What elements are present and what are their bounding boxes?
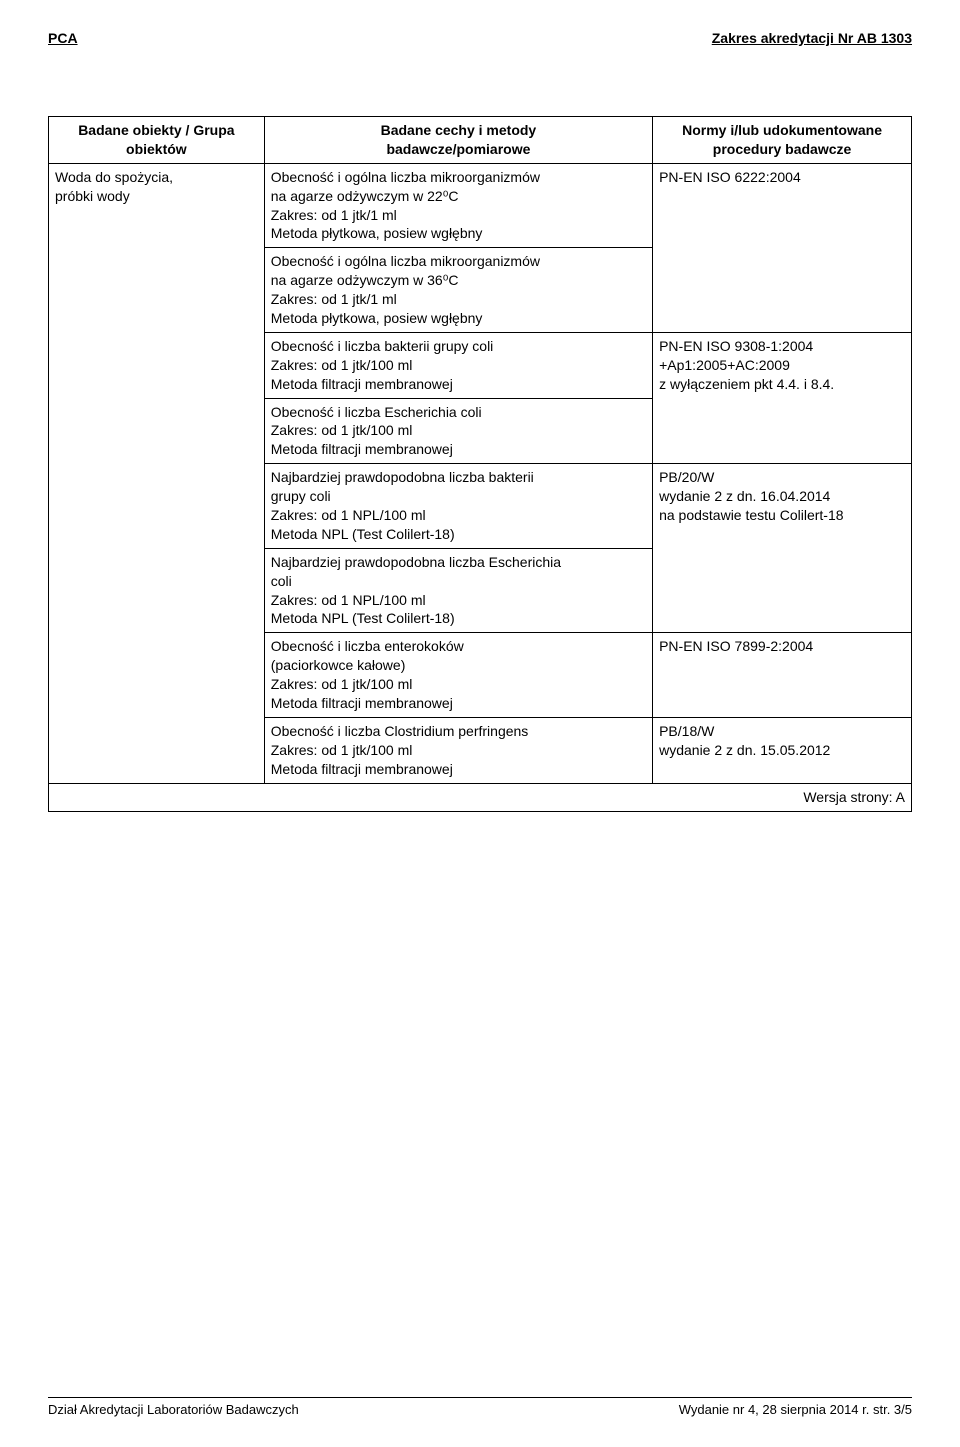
norm-cell: PB/18/W wydanie 2 z dn. 15.05.2012 (653, 717, 912, 783)
method-cell: Najbardziej prawdopodobna liczba Escheri… (264, 548, 652, 633)
version-cell: Wersja strony: A (49, 783, 912, 811)
method-cell: Obecność i ogólna liczba mikroorganizmów… (264, 163, 652, 248)
norm-cell: PN-EN ISO 6222:2004 (653, 163, 912, 332)
object-group-cell: Woda do spożycia, próbki wody (49, 163, 265, 783)
footer-left: Dział Akredytacji Laboratoriów Badawczyc… (48, 1402, 299, 1417)
method-cell: Obecność i liczba enterokoków (paciorkow… (264, 633, 652, 718)
header-col3: Normy i/lub udokumentowane procedury bad… (653, 117, 912, 164)
header-right: Zakres akredytacji Nr AB 1303 (712, 30, 912, 46)
accreditation-table: Badane obiekty / Grupa obiektów Badane c… (48, 116, 912, 812)
version-row: Wersja strony: A (49, 783, 912, 811)
method-cell: Najbardziej prawdopodobna liczba bakteri… (264, 464, 652, 549)
method-cell: Obecność i liczba bakterii grupy coli Za… (264, 332, 652, 398)
footer-right: Wydanie nr 4, 28 sierpnia 2014 r. str. 3… (679, 1402, 912, 1417)
header-col1-text: Badane obiekty / Grupa obiektów (78, 122, 234, 157)
header-col2-text: Badane cechy i metody badawcze/pomiarowe (381, 122, 537, 157)
page-header: PCA Zakres akredytacji Nr AB 1303 (48, 30, 912, 46)
main-table-container: Badane obiekty / Grupa obiektów Badane c… (48, 116, 912, 812)
norm-cell: PB/20/W wydanie 2 z dn. 16.04.2014 na po… (653, 464, 912, 633)
header-left: PCA (48, 30, 78, 46)
page-footer: Dział Akredytacji Laboratoriów Badawczyc… (48, 1397, 912, 1417)
header-col2: Badane cechy i metody badawcze/pomiarowe (264, 117, 652, 164)
method-cell: Obecność i liczba Escherichia coli Zakre… (264, 398, 652, 464)
norm-cell: PN-EN ISO 7899-2:2004 (653, 633, 912, 718)
header-col1: Badane obiekty / Grupa obiektów (49, 117, 265, 164)
norm-cell: PN-EN ISO 9308-1:2004 +Ap1:2005+AC:2009 … (653, 332, 912, 463)
table-header-row: Badane obiekty / Grupa obiektów Badane c… (49, 117, 912, 164)
method-cell: Obecność i liczba Clostridium perfringen… (264, 717, 652, 783)
header-col3-text: Normy i/lub udokumentowane procedury bad… (682, 122, 882, 157)
table-row: Woda do spożycia, próbki wodyObecność i … (49, 163, 912, 248)
method-cell: Obecność i ogólna liczba mikroorganizmów… (264, 248, 652, 333)
